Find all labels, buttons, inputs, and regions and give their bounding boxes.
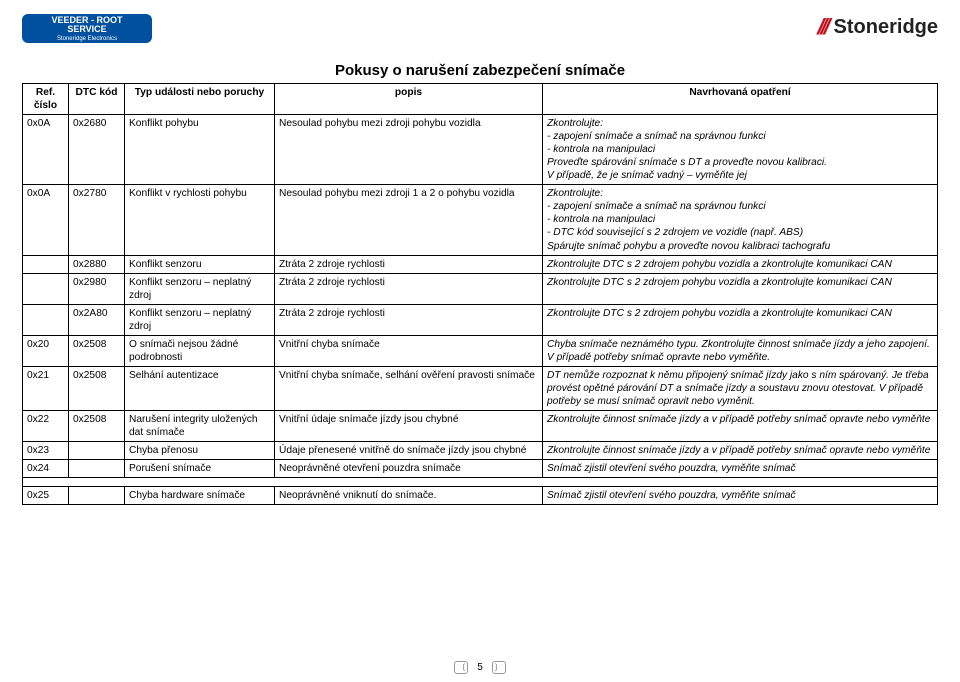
page-number-area: 〔 5 〕 [0,661,960,674]
stoneridge-logo: /// Stoneridge [818,14,938,40]
cell-c1: 0x0A [23,185,69,255]
table-row: 0x2880Konflikt senzoruZtráta 2 zdroje ry… [23,255,938,273]
document-page: VEEDER - ROOT SERVICE Stoneridge Electro… [0,0,960,682]
page-bracket-left-icon: 〔 [454,661,468,674]
table-row: 0x2A80Konflikt senzoru – neplatný zdrojZ… [23,304,938,335]
table-row: 0x0A0x2780Konflikt v rychlosti pohybuNes… [23,185,938,255]
veeder-root-logo: VEEDER - ROOT SERVICE Stoneridge Electro… [22,14,152,50]
cell-c1: 0x22 [23,411,69,442]
cell-c5: Zkontrolujte DTC s 2 zdrojem pohybu vozi… [543,255,938,273]
cell-c4: Ztráta 2 zdroje rychlosti [275,273,543,304]
cell-c4: Nesoulad pohybu mezi zdroji pohybu vozid… [275,115,543,185]
cell-c4: Ztráta 2 zdroje rychlosti [275,255,543,273]
cell-c4: Vnitřní chyba snímače [275,335,543,366]
cell-c2: 0x2780 [69,185,125,255]
col-type: Typ události nebo poruchy [125,84,275,115]
cell-c3: Konflikt senzoru [125,255,275,273]
table-header-row: Ref. číslo DTC kód Typ události nebo por… [23,84,938,115]
cell-c3: Konflikt senzoru – neplatný zdroj [125,304,275,335]
col-measure: Navrhovaná opatření [543,84,938,115]
cell-c1: 0x25 [23,487,69,505]
cell-c5: Zkontrolujte činnost snímače jízdy a v p… [543,411,938,442]
cell-c2: 0x2A80 [69,304,125,335]
cell-c2: 0x2508 [69,411,125,442]
logo-left-line1: VEEDER - ROOT SERVICE [22,14,152,35]
cell-c2: 0x2508 [69,366,125,410]
cell-c3: Konflikt senzoru – neplatný zdroj [125,273,275,304]
cell-c3: Konflikt v rychlosti pohybu [125,185,275,255]
cell-c4: Neoprávněné otevření pouzdra snímače [275,460,543,478]
cell-c1 [23,255,69,273]
cell-c4: Neoprávněné vniknutí do snímače. [275,487,543,505]
table-row: 0x220x2508Narušení integrity uložených d… [23,411,938,442]
table-row: 0x25 Chyba hardware snímačeNeoprávněné vn… [23,487,938,505]
cell-c2: 0x2508 [69,335,125,366]
page-bracket-right-icon: 〕 [492,661,506,674]
logo-left-subtext: Stoneridge Electronics [22,35,152,43]
table-row: 0x23 Chyba přenosuÚdaje přenesené vnitřně… [23,442,938,460]
cell-c2 [69,460,125,478]
table-row: 0x200x2508O snímači nejsou žádné podrobn… [23,335,938,366]
cell-c5: Snímač zjistil otevření svého pouzdra, v… [543,487,938,505]
table-title: Pokusy o narušení zabezpečení snímače [22,62,938,79]
col-dtc: DTC kód [69,84,125,115]
cell-c2: 0x2680 [69,115,125,185]
cell-c5: Zkontrolujte: - zapojení snímače a sníma… [543,185,938,255]
cell-c1: 0x0A [23,115,69,185]
cell-c5: Zkontrolujte DTC s 2 zdrojem pohybu vozi… [543,304,938,335]
cell-c2: 0x2880 [69,255,125,273]
cell-c1: 0x21 [23,366,69,410]
cell-c3: Chyba přenosu [125,442,275,460]
table-row [23,478,938,487]
logo-left-text-2: SERVICE [67,24,106,34]
col-ref: Ref. číslo [23,84,69,115]
cell-c1 [23,304,69,335]
cell-c3: Porušení snímače [125,460,275,478]
cell-c2 [69,487,125,505]
cell-c3: O snímači nejsou žádné podrobnosti [125,335,275,366]
cell-c1 [23,273,69,304]
cell-c3: Narušení integrity uložených dat snímače [125,411,275,442]
cell-c4: Nesoulad pohybu mezi zdroji 1 a 2 o pohy… [275,185,543,255]
table-row: 0x0A0x2680Konflikt pohybuNesoulad pohybu… [23,115,938,185]
cell-c5: Zkontrolujte: - zapojení snímače a sníma… [543,115,938,185]
cell-c3: Chyba hardware snímače [125,487,275,505]
cell-c3: Selhání autentizace [125,366,275,410]
cell-c1: 0x20 [23,335,69,366]
cell-c5: Zkontrolujte DTC s 2 zdrojem pohybu vozi… [543,273,938,304]
stoneridge-mark-icon: /// [815,14,831,40]
cell-c3: Konflikt pohybu [125,115,275,185]
table-row: 0x2980Konflikt senzoru – neplatný zdrojZ… [23,273,938,304]
cell-c5: Chyba snímače neznámého typu. Zkontroluj… [543,335,938,366]
cell-c4: Ztráta 2 zdroje rychlosti [275,304,543,335]
cell-c4: Vnitřní údaje snímače jízdy jsou chybné [275,411,543,442]
cell-c2 [69,442,125,460]
table-row: 0x210x2508Selhání autentizaceVnitřní chy… [23,366,938,410]
header-logos: VEEDER - ROOT SERVICE Stoneridge Electro… [22,14,938,60]
cell-c5: DT nemůže rozpoznat k němu připojený sní… [543,366,938,410]
stoneridge-brand-text: Stoneridge [834,16,938,39]
table-row: 0x24 Porušení snímačeNeoprávněné otevření… [23,460,938,478]
cell-c1: 0x23 [23,442,69,460]
cell-c4: Údaje přenesené vnitřně do snímače jízdy… [275,442,543,460]
cell-c4: Vnitřní chyba snímače, selhání ověření p… [275,366,543,410]
dtc-table: Ref. číslo DTC kód Typ události nebo por… [22,83,938,505]
cell-c5: Snímač zjistil otevření svého pouzdra, v… [543,460,938,478]
cell-c5: Zkontrolujte činnost snímače jízdy a v p… [543,442,938,460]
page-number: 5 [477,662,483,673]
cell-c1: 0x24 [23,460,69,478]
col-desc: popis [275,84,543,115]
cell-c2: 0x2980 [69,273,125,304]
